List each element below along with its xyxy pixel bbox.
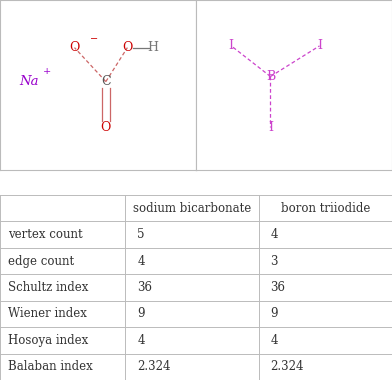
Text: C: C: [101, 75, 111, 88]
Text: Na: Na: [20, 75, 39, 88]
Text: Balaban index: Balaban index: [8, 360, 93, 373]
Text: 2.324: 2.324: [270, 360, 304, 373]
Text: Schultz index: Schultz index: [8, 281, 88, 294]
Text: edge count: edge count: [8, 255, 74, 268]
Text: Hosoya index: Hosoya index: [8, 334, 88, 347]
Text: 2.324: 2.324: [137, 360, 171, 373]
Text: 4: 4: [137, 255, 145, 268]
Text: 4: 4: [270, 228, 278, 241]
Text: I: I: [317, 40, 322, 52]
Text: I: I: [268, 121, 273, 134]
Text: I: I: [229, 40, 234, 52]
Text: 36: 36: [137, 281, 152, 294]
Text: boron triiodide: boron triiodide: [281, 202, 370, 215]
Text: O: O: [69, 41, 80, 54]
Text: H: H: [147, 41, 158, 54]
Text: O: O: [122, 41, 132, 54]
Text: 36: 36: [270, 281, 285, 294]
Text: 4: 4: [270, 334, 278, 347]
Text: 4: 4: [137, 334, 145, 347]
Text: O: O: [101, 121, 111, 134]
Text: Wiener index: Wiener index: [8, 307, 87, 320]
Text: 3: 3: [270, 255, 278, 268]
Text: sodium bicarbonate: sodium bicarbonate: [133, 202, 251, 215]
Text: 5: 5: [137, 228, 145, 241]
Text: −: −: [90, 35, 98, 44]
Text: 9: 9: [137, 307, 145, 320]
Text: B: B: [266, 70, 275, 83]
Text: +: +: [43, 67, 51, 76]
Text: vertex count: vertex count: [8, 228, 82, 241]
Text: 9: 9: [270, 307, 278, 320]
